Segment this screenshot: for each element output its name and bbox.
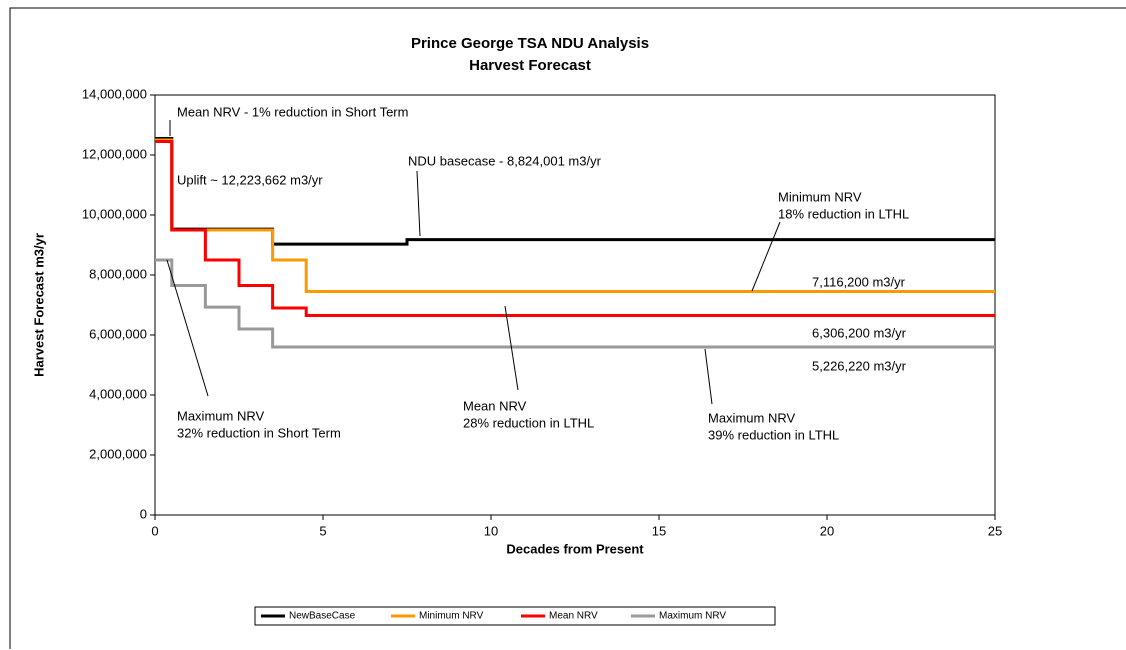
y-tick-label: 2,000,000 xyxy=(89,446,147,461)
y-tick-label: 0 xyxy=(140,506,147,521)
annotation: 6,306,200 m3/yr xyxy=(812,325,907,340)
y-tick-label: 4,000,000 xyxy=(89,386,147,401)
annotation: Mean NRV xyxy=(463,398,527,413)
annotation: Maximum NRV xyxy=(177,408,264,423)
x-tick-label: 10 xyxy=(484,523,498,538)
y-axis-title: Harvest Forecast m3/yr xyxy=(31,233,46,377)
leader-line xyxy=(166,259,209,397)
leader-line xyxy=(416,170,421,237)
series-line xyxy=(155,140,995,317)
y-tick-label: 12,000,000 xyxy=(82,146,147,161)
annotation: 28% reduction in LTHL xyxy=(463,415,594,430)
annotation: Mean NRV - 1% reduction in Short Term xyxy=(177,104,408,119)
x-tick-label: 0 xyxy=(151,523,158,538)
frame xyxy=(9,7,1126,649)
y-tick-label: 8,000,000 xyxy=(89,266,147,281)
x-tick-label: 25 xyxy=(988,523,1002,538)
series-line xyxy=(155,258,995,349)
legend-label: NewBaseCase xyxy=(289,611,356,622)
y-tick-label: 6,000,000 xyxy=(89,326,147,341)
x-tick-label: 5 xyxy=(319,523,326,538)
leader-line xyxy=(504,305,519,391)
annotation: 7,116,200 m3/yr xyxy=(812,274,906,289)
annotation: Uplift ~ 12,223,662 m3/yr xyxy=(177,172,323,187)
annotation: Minimum NRV xyxy=(778,189,862,204)
y-tick-label: 10,000,000 xyxy=(82,206,147,221)
legend-label: Mean NRV xyxy=(549,611,598,622)
annotation: Maximum NRV xyxy=(708,410,795,425)
x-axis-title: Decades from Present xyxy=(506,541,644,556)
annotation: 39% reduction in LTHL xyxy=(708,427,839,442)
legend-label: Minimum NRV xyxy=(419,611,484,622)
chart-subtitle: Harvest Forecast xyxy=(469,57,591,74)
chart-title: Prince George TSA NDU Analysis xyxy=(411,35,649,52)
annotation: NDU basecase - 8,824,001 m3/yr xyxy=(408,153,602,168)
annotation: 5,226,220 m3/yr xyxy=(812,358,907,373)
annotation: 32% reduction in Short Term xyxy=(177,425,341,440)
x-tick-label: 15 xyxy=(652,523,666,538)
x-tick-label: 20 xyxy=(820,523,834,538)
leader-line xyxy=(704,348,713,405)
plot-area xyxy=(154,94,996,516)
legend-label: Maximum NRV xyxy=(659,611,726,622)
legend-box xyxy=(254,606,776,626)
leader-line xyxy=(751,221,781,292)
y-tick-label: 14,000,000 xyxy=(82,86,147,101)
annotation: 18% reduction in LTHL xyxy=(778,206,909,221)
